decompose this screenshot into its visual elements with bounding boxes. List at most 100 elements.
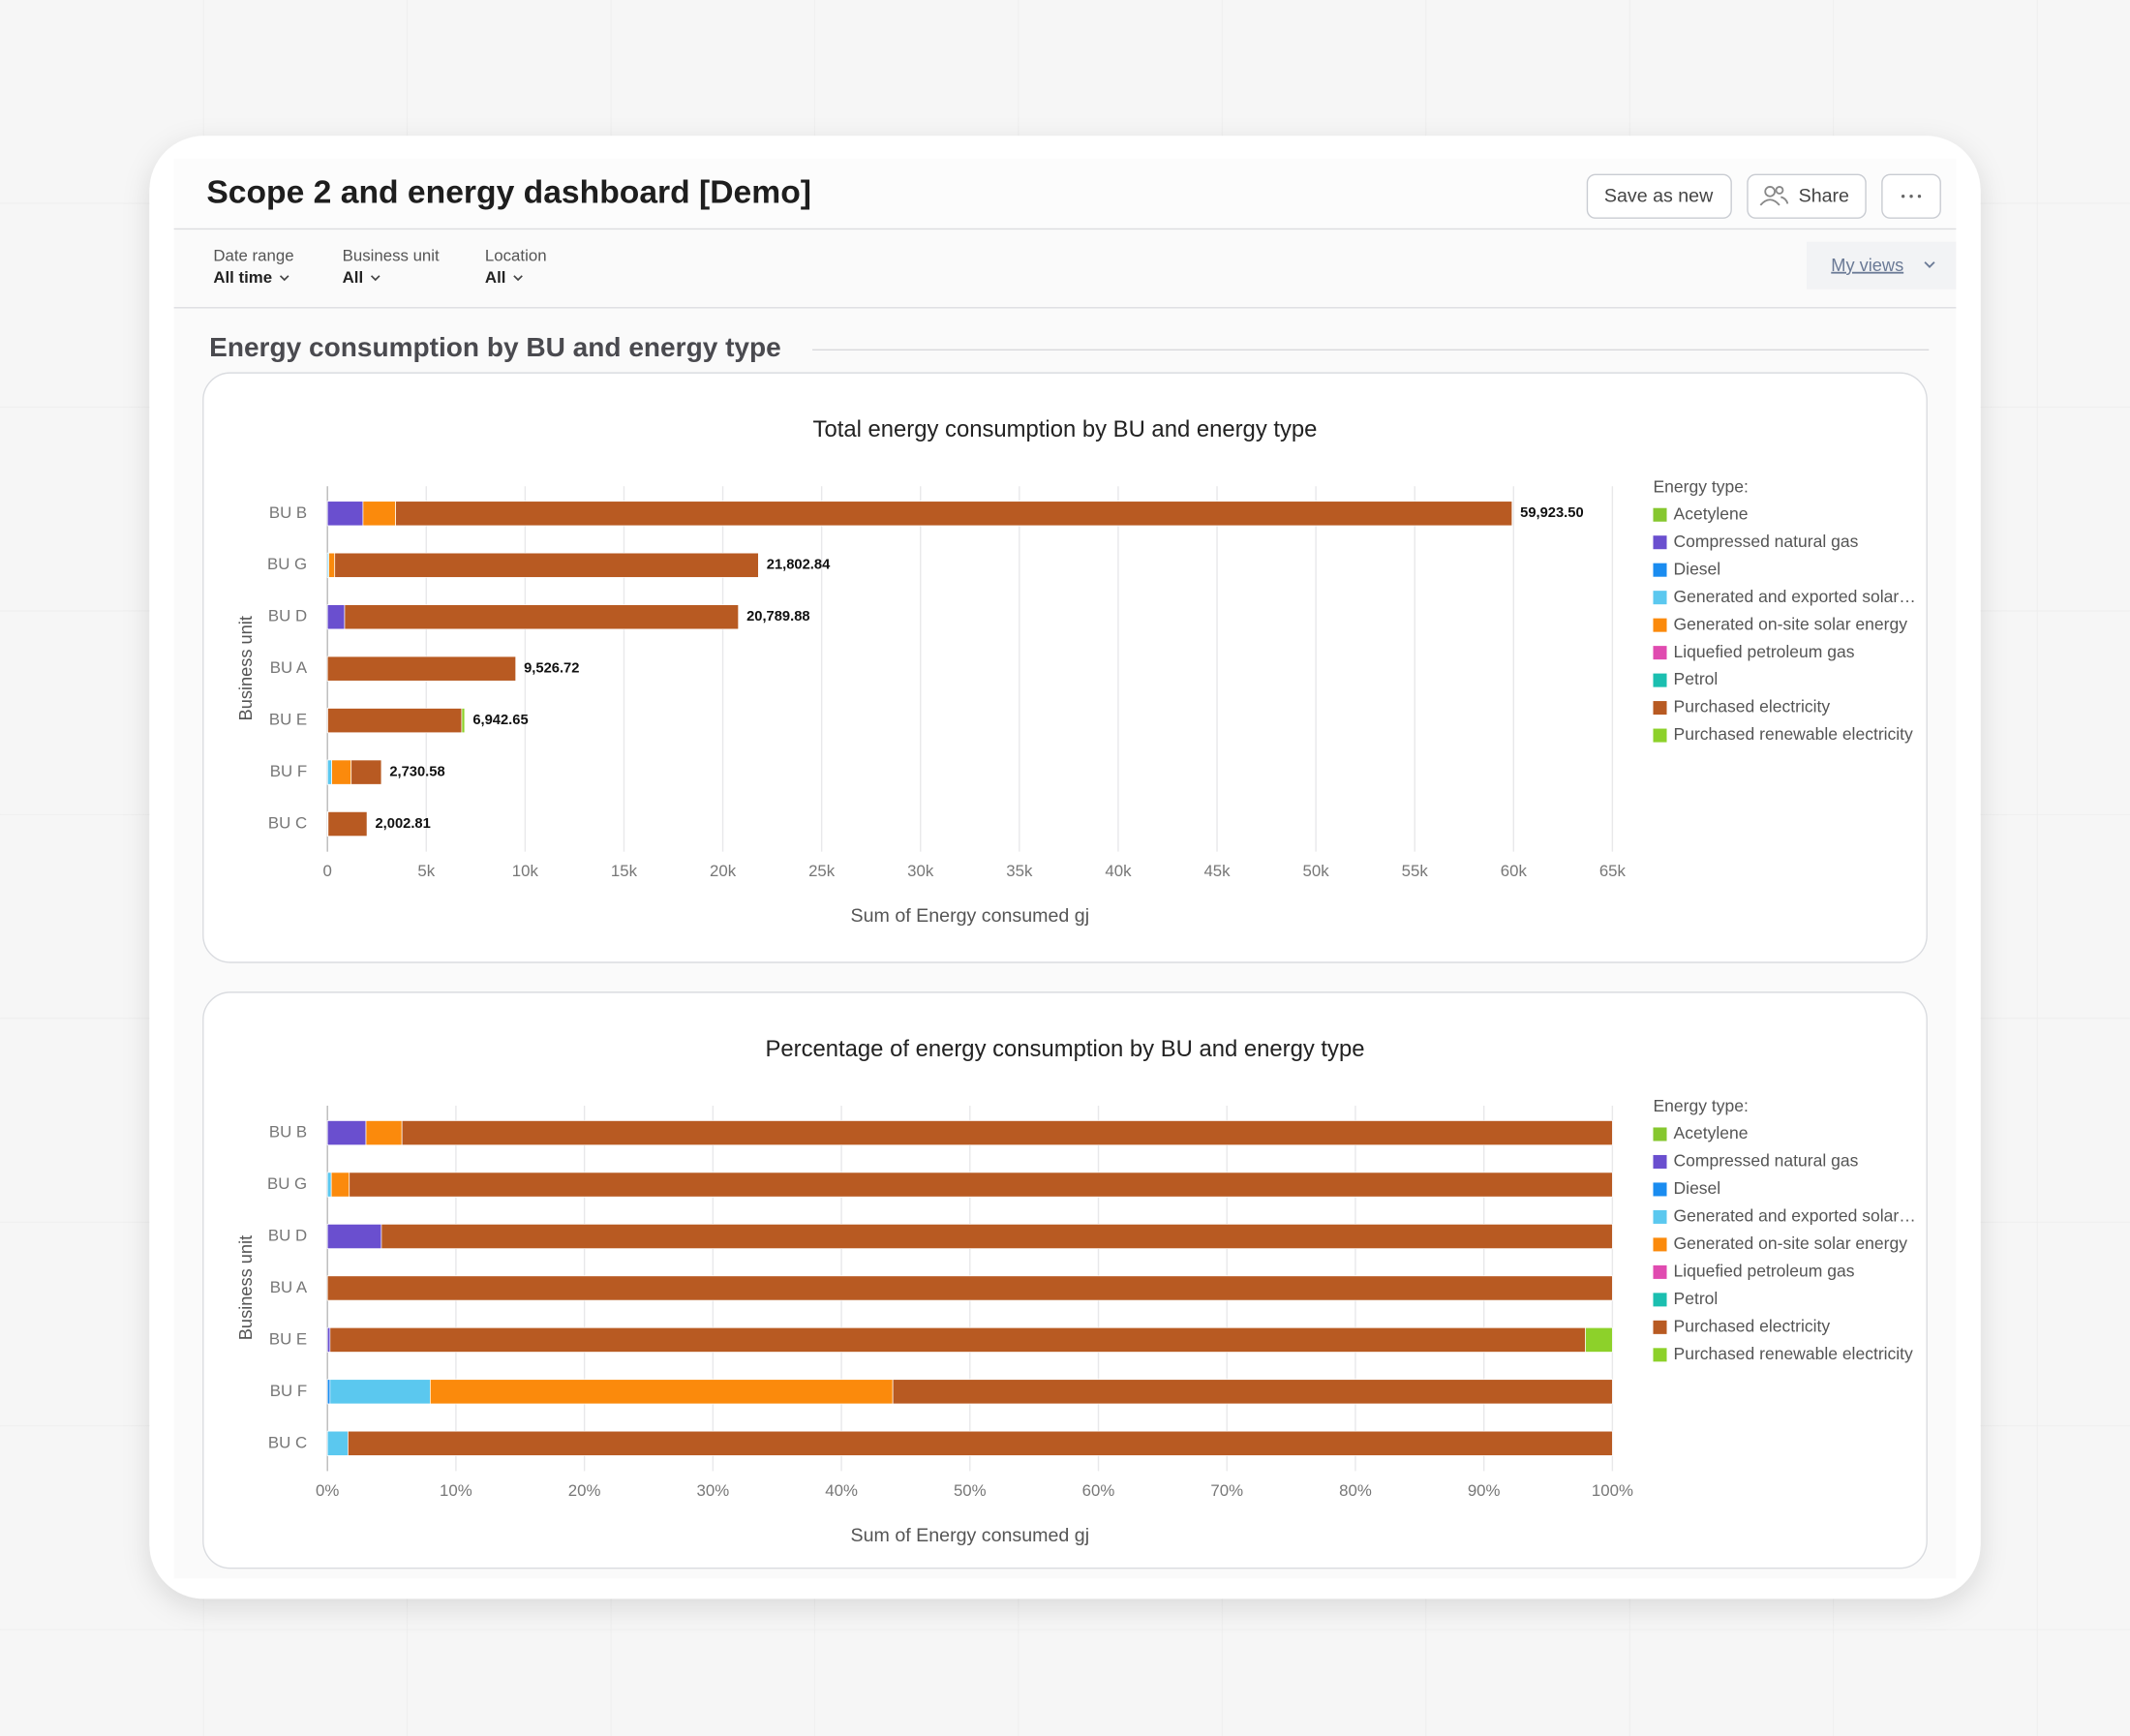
y-axis-title: Business unit [235,616,256,720]
legend-label[interactable]: Generated on-site solar energy [1674,1233,1908,1253]
bar-segment [326,1120,367,1146]
x-tick-label: 100% [1592,1481,1633,1500]
legend-swatch [1653,563,1667,577]
y-tick-label: BU B [269,503,307,522]
legend-label[interactable]: Purchased electricity [1674,1316,1831,1335]
legend-swatch [1653,591,1667,605]
y-tick-label: BU B [269,1123,307,1142]
legend-label[interactable]: Acetylene [1674,503,1749,523]
x-tick-label: 40k [1105,862,1132,880]
bar-segment [326,1275,1613,1301]
x-tick-label: 90% [1468,1481,1501,1500]
legend-label[interactable]: Petrol [1674,1289,1719,1308]
x-tick-label: 10k [512,862,539,880]
legend-swatch [1653,646,1667,660]
filter-value[interactable]: All [343,268,364,287]
y-tick-label: BU D [268,607,307,625]
legend-label[interactable]: Petrol [1674,669,1719,688]
x-tick-label: 60% [1082,1481,1115,1500]
legend-label[interactable]: Purchased electricity [1674,697,1831,716]
legend-label[interactable]: Purchased renewable electricity [1674,1344,1914,1363]
legend-swatch [1653,1264,1667,1279]
bar-segment [395,501,1513,527]
share-icon [1759,185,1789,206]
legend-label[interactable]: Liquefied petroleum gas [1674,1262,1855,1281]
bar-segment [892,1379,1613,1405]
bar-segment [326,1430,349,1456]
button-label: Save as new [1604,186,1714,207]
legend-swatch [1653,1293,1667,1307]
x-tick-label: 20% [568,1481,601,1500]
legend-swatch [1653,618,1667,632]
x-tick-label: 60k [1501,862,1528,880]
legend-title: Energy type: [1653,476,1748,496]
x-tick-label: 30k [907,862,934,880]
share-button[interactable] [1747,173,1867,219]
filter-bar: Date range All time Business unit All Locati… [213,247,546,287]
legend-label[interactable]: Generated on-site solar energy [1674,614,1908,633]
legend-swatch [1653,1348,1667,1362]
bar-segment [365,1120,403,1146]
bar-segment [461,708,466,734]
x-tick-label: 70% [1210,1481,1243,1500]
y-tick-label: BU A [270,1278,308,1296]
bar-segment [326,1326,331,1353]
y-tick-label: BU D [268,1226,307,1244]
filter-label: Business unit [343,247,440,265]
bar-segment [334,552,759,578]
legend-label[interactable]: Compressed natural gas [1674,532,1859,551]
y-tick-label: BU A [270,658,308,677]
legend-label[interactable]: Purchased renewable electricity [1674,724,1914,744]
legend-swatch [1653,728,1667,743]
bar-segment [326,1172,332,1198]
y-tick-label: BU C [268,813,307,832]
bar-segment [326,1379,331,1405]
legend-label[interactable]: Diesel [1674,1178,1721,1198]
filter-value[interactable]: All time [213,268,272,287]
legend-label[interactable]: Diesel [1674,559,1721,578]
legend-label[interactable]: Generated and exported solar… [1674,1206,1916,1226]
chevron [1924,261,1935,268]
bar-segment [326,1224,382,1249]
bar-segment [326,759,332,785]
bar-segment [348,1430,1613,1456]
bar-segment [362,501,396,527]
bar-segment [329,1379,431,1405]
legend-swatch [1653,1182,1667,1197]
save-as-new-button[interactable] [1586,173,1732,219]
x-tick-label: 40% [825,1481,858,1500]
x-tick-label: 5k [417,862,435,880]
x-tick-label: 0 [323,862,332,880]
dashboard-title: Scope 2 and energy dashboard [Demo] [206,175,811,211]
legend-swatch [1653,535,1667,550]
y-tick-label: BU F [270,1382,307,1400]
legend-label[interactable]: Acetylene [1674,1123,1749,1142]
filter-value[interactable]: All [485,268,506,287]
filter-label: Date range [213,247,293,265]
legend-swatch [1653,507,1667,522]
bar-segment [401,1120,1613,1146]
legend-swatch [1653,1209,1667,1224]
chevron [513,275,523,282]
legend-swatch [1653,1154,1667,1169]
chevron [370,275,380,282]
more-icon [1901,195,1922,198]
bar-segment [326,604,346,630]
my-views-link[interactable]: My views [1831,255,1903,275]
total-label: 6,942.65 [472,713,528,728]
legend-label[interactable]: Compressed natural gas [1674,1151,1859,1171]
legend-title: Energy type: [1653,1096,1748,1115]
x-axis-title: Sum of Energy consumed gj [851,905,1090,927]
bar-segment [350,759,382,785]
x-tick-label: 65k [1599,862,1627,880]
bar-segment [380,1224,1613,1249]
legend-swatch [1653,673,1667,687]
chevron [279,275,289,282]
legend-label[interactable]: Liquefied petroleum gas [1674,642,1855,661]
legend-swatch [1653,1320,1667,1334]
legend-swatch [1653,701,1667,716]
bar-segment [344,604,740,630]
legend-label[interactable]: Generated and exported solar… [1674,587,1916,606]
